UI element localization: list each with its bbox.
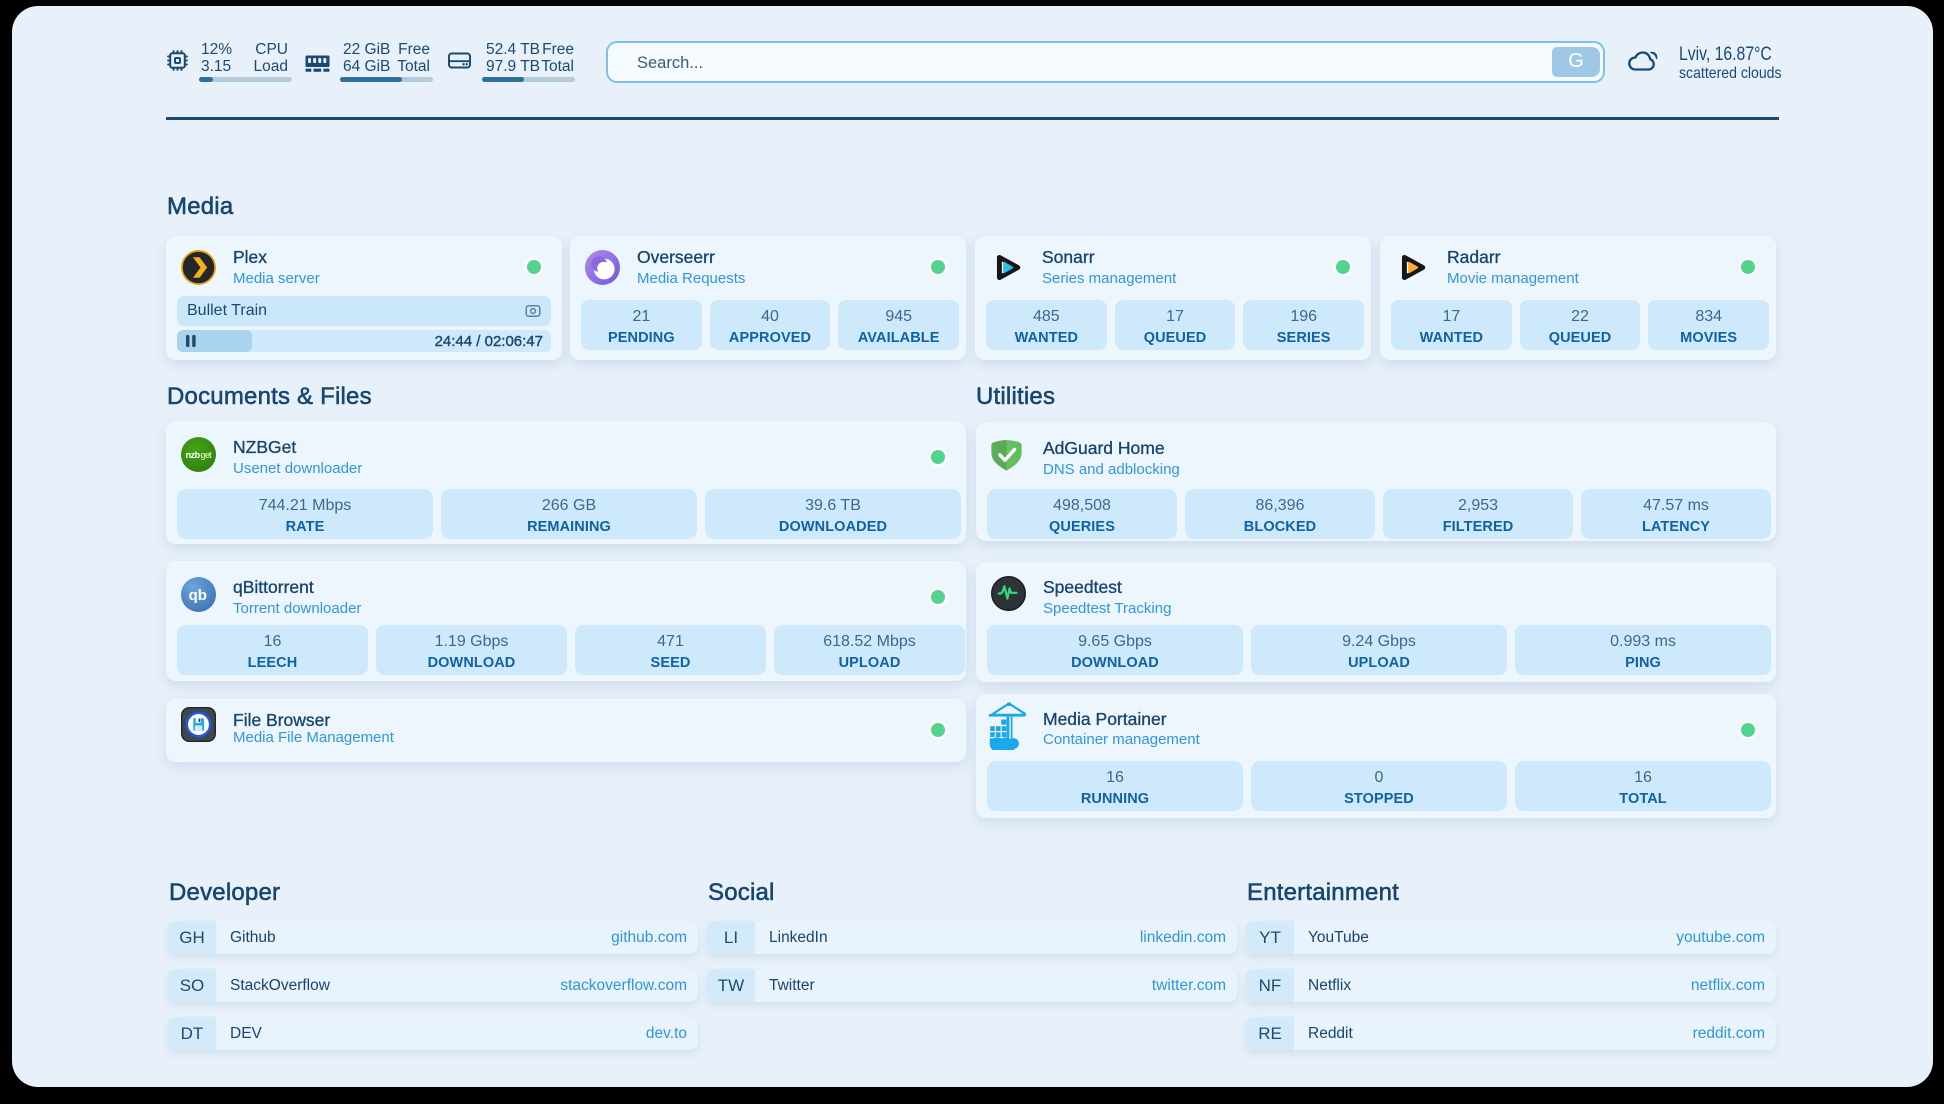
svg-text:get: get [200,450,212,460]
svg-text:nzb: nzb [186,450,201,460]
svg-text:qb: qb [189,587,207,604]
